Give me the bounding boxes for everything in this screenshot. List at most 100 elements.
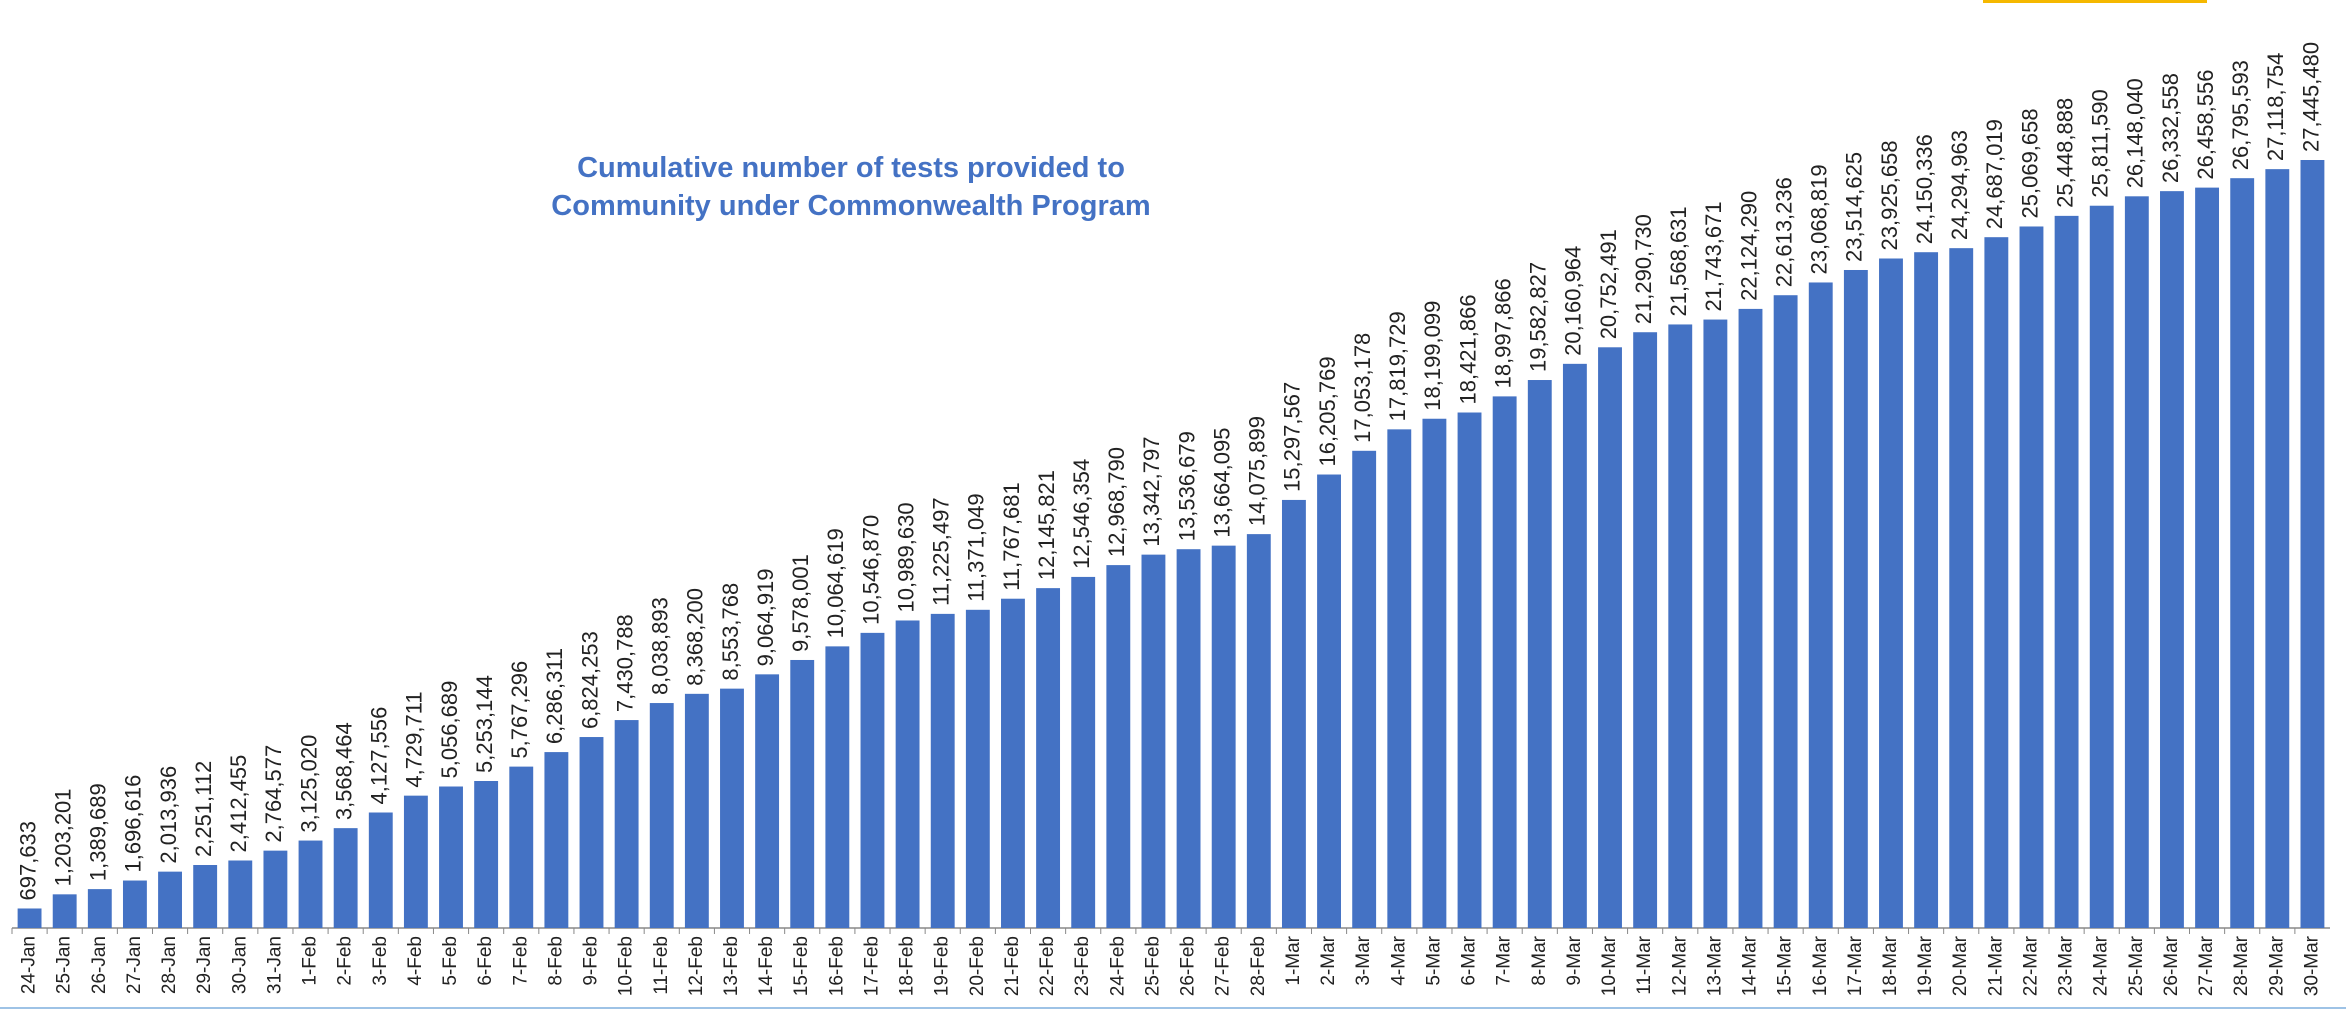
- data-label: 18,199,099: [1420, 301, 1445, 411]
- data-label: 2,013,936: [156, 766, 181, 864]
- x-tick-label: 8-Feb: [545, 936, 566, 986]
- x-tick-label: 22-Mar: [2020, 935, 2041, 996]
- x-tick-label: 20-Mar: [1950, 935, 1971, 996]
- data-label: 23,514,625: [1842, 152, 1867, 262]
- bar: [122, 880, 147, 928]
- data-label: 15,297,567: [1280, 382, 1305, 492]
- x-tick-label: 14-Feb: [756, 936, 777, 996]
- data-label: 12,546,354: [1069, 459, 1094, 569]
- x-tick-label: 1-Mar: [1283, 935, 1304, 985]
- bar: [1001, 598, 1025, 928]
- bar: [1773, 295, 1798, 928]
- data-label: 25,069,658: [2017, 108, 2042, 218]
- x-tick-label: 21-Feb: [1002, 936, 1023, 996]
- data-label: 18,997,866: [1490, 278, 1515, 388]
- bar: [579, 737, 604, 928]
- bar: [333, 828, 358, 928]
- x-tick-label: 9-Feb: [581, 936, 602, 986]
- bar: [439, 786, 463, 928]
- x-tick-label: 21-Mar: [1985, 935, 2006, 996]
- data-label: 18,421,866: [1455, 294, 1480, 404]
- x-tick-label: 3-Feb: [370, 936, 391, 986]
- bar: [2265, 169, 2290, 928]
- bar: [1668, 324, 1693, 928]
- data-label: 20,752,491: [1596, 229, 1621, 339]
- bar: [1879, 258, 1903, 929]
- bar: [1106, 565, 1131, 928]
- bar: [1211, 545, 1236, 928]
- data-label: 10,546,870: [858, 515, 883, 625]
- x-tick-label: 27-Jan: [124, 936, 145, 994]
- data-label: 14,075,899: [1245, 416, 1270, 526]
- x-tick-label: 3-Mar: [1353, 935, 1374, 985]
- x-tick-label: 20-Feb: [967, 936, 988, 996]
- bar: [1843, 269, 1868, 929]
- data-label: 17,053,178: [1350, 333, 1375, 443]
- bar: [790, 659, 815, 928]
- data-label: 26,795,593: [2228, 60, 2253, 170]
- bar: [649, 703, 674, 928]
- data-label: 4,729,711: [402, 691, 427, 787]
- x-tick-label: 12-Feb: [686, 936, 707, 996]
- bar: [2160, 191, 2184, 928]
- x-tick-label: 15-Feb: [791, 936, 812, 996]
- data-label: 5,253,144: [472, 675, 497, 773]
- data-label: 13,342,797: [1139, 437, 1164, 547]
- x-tick-label: 26-Feb: [1178, 936, 1199, 996]
- data-label: 13,664,095: [1209, 428, 1234, 538]
- x-tick-label: 6-Feb: [475, 936, 496, 986]
- x-tick-label: 11-Mar: [1634, 935, 1655, 994]
- data-label: 5,056,689: [437, 681, 462, 779]
- bar: [1176, 549, 1201, 928]
- bar: [2300, 160, 2325, 928]
- bar: [158, 871, 182, 928]
- x-tick-label: 23-Mar: [2056, 935, 2077, 996]
- data-label: 3,568,464: [331, 722, 356, 820]
- bar: [2230, 178, 2255, 929]
- data-label: 24,294,963: [1947, 130, 1972, 240]
- data-label: 22,613,236: [1771, 177, 1796, 287]
- x-tick-label: 17-Mar: [1845, 935, 1866, 996]
- x-tick-label: 17-Feb: [861, 936, 882, 996]
- bar: [1808, 282, 1833, 928]
- x-tick-label: 15-Mar: [1775, 935, 1796, 996]
- data-label: 2,251,112: [191, 761, 216, 857]
- data-label: 26,332,558: [2158, 73, 2183, 183]
- data-label: 9,578,001: [788, 554, 813, 652]
- bar: [1598, 347, 1622, 929]
- data-label: 22,124,290: [1736, 191, 1761, 301]
- bar: [965, 609, 990, 928]
- data-label: 11,767,681: [999, 482, 1024, 590]
- x-tick-label: 26-Jan: [89, 936, 110, 994]
- x-tick-label: 24-Mar: [2091, 935, 2112, 996]
- data-label: 23,925,658: [1877, 140, 1902, 250]
- data-label: 8,553,768: [718, 583, 743, 681]
- bar: [860, 632, 885, 928]
- x-tick-label: 11-Feb: [651, 936, 672, 995]
- x-tick-label: 28-Jan: [159, 936, 180, 994]
- data-label: 1,203,201: [50, 788, 75, 886]
- data-label: 24,150,336: [1912, 134, 1937, 244]
- data-label: 3,125,020: [296, 735, 321, 833]
- x-tick-label: 4-Feb: [405, 936, 426, 986]
- bar: [895, 620, 920, 928]
- bar: [2019, 226, 2044, 928]
- top-accent: [1983, 0, 2207, 3]
- data-label: 10,064,619: [823, 528, 848, 638]
- data-label: 12,145,821: [1034, 470, 1059, 580]
- x-tick-label: 29-Mar: [2266, 935, 2287, 996]
- x-tick-label: 8-Mar: [1529, 935, 1550, 985]
- bar: [1633, 332, 1658, 929]
- x-tick-label: 5-Mar: [1423, 935, 1444, 985]
- bar: [2054, 215, 2079, 929]
- bar: [614, 720, 639, 928]
- data-label: 5,767,296: [507, 661, 532, 759]
- x-tick-label: 7-Mar: [1494, 935, 1515, 985]
- bar: [1422, 418, 1447, 928]
- x-tick-label: 27-Mar: [2196, 935, 2217, 996]
- x-tick-label: 24-Jan: [19, 936, 40, 994]
- bar: [52, 894, 77, 928]
- x-tick-label: 25-Mar: [2126, 935, 2147, 996]
- data-label: 1,389,689: [86, 783, 111, 881]
- data-label: 10,989,630: [893, 502, 918, 612]
